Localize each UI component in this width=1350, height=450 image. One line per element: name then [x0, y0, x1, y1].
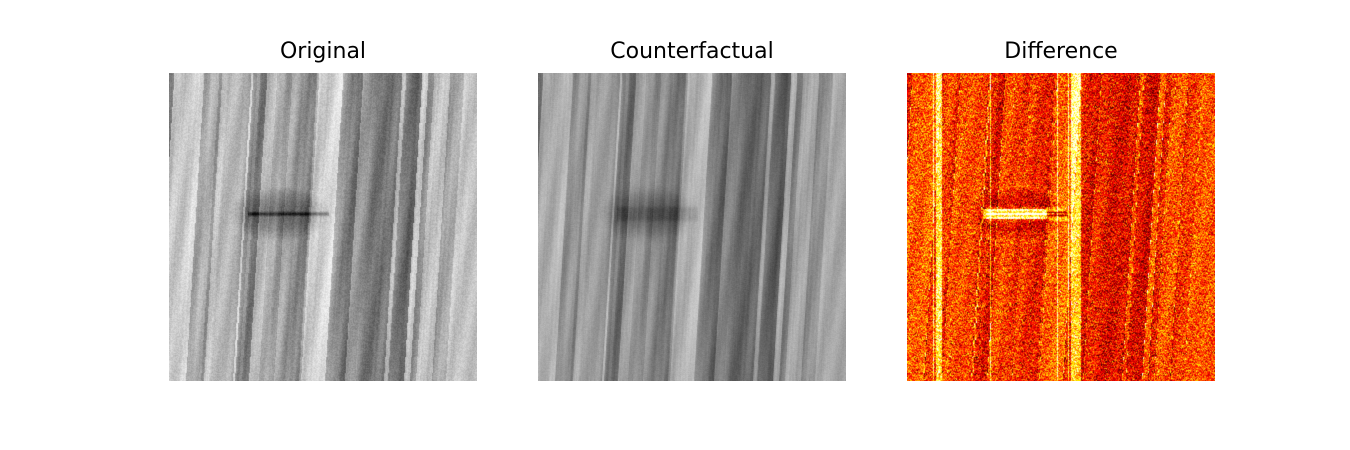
difference-title: Difference [1004, 39, 1118, 64]
counterfactual-title: Counterfactual [610, 39, 774, 64]
original-title: Original [279, 39, 367, 64]
counterfactual-image [538, 73, 846, 381]
original-image [169, 73, 477, 381]
difference-heatmap [907, 73, 1215, 381]
